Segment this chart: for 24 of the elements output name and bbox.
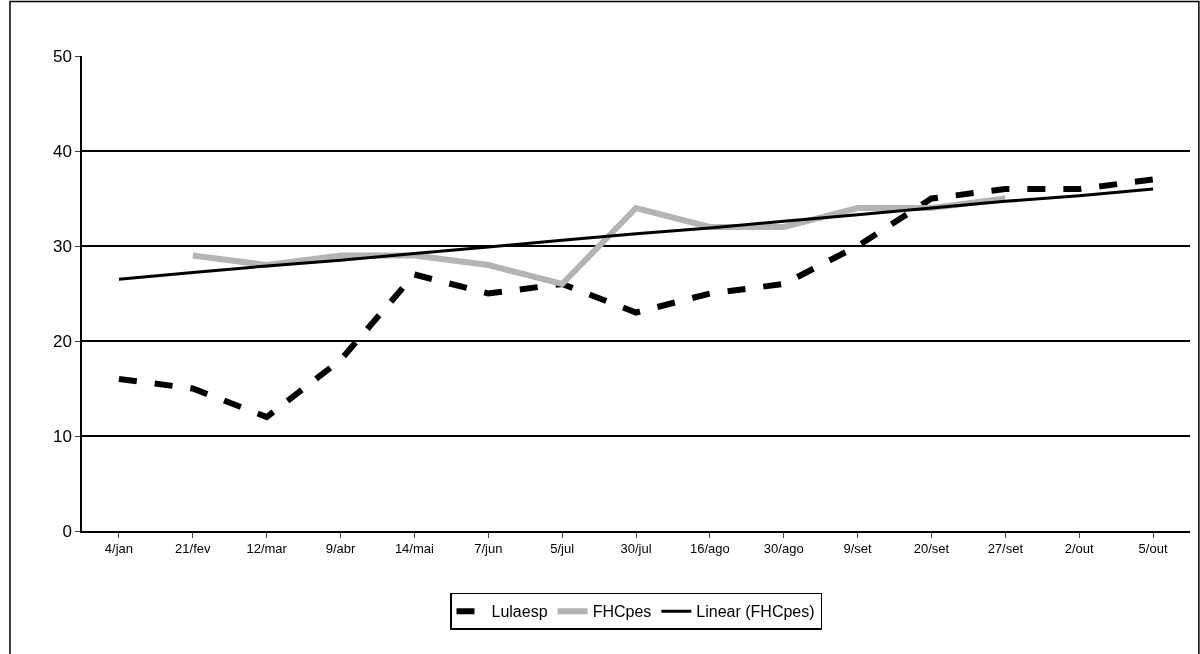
x-tick-label: 5/out — [1138, 541, 1168, 557]
legend-label: FHCpes — [592, 603, 652, 621]
x-tick-label: 7/jun — [474, 541, 503, 557]
x-tick-label: 14/mai — [394, 541, 435, 557]
x-tick-label: 4/jan — [104, 541, 134, 557]
x-tick-label: 20/set — [913, 541, 950, 557]
x-tick-label: 16/ago — [689, 541, 730, 557]
x-tick-label: 30/ago — [763, 541, 804, 557]
y-tick-label: 0 — [62, 521, 72, 541]
legend-label: Linear (FHCpes) — [696, 603, 815, 621]
x-tick-label: 5/jul — [550, 541, 575, 557]
x-tick-label: 30/jul — [620, 541, 652, 557]
legend-label: Lulaesp — [491, 603, 548, 621]
y-tick-label: 30 — [52, 236, 72, 256]
x-tick-label: 2/out — [1064, 541, 1095, 557]
y-tick-label: 50 — [52, 46, 72, 66]
y-tick-label: 10 — [52, 426, 72, 446]
x-tick-label: 27/set — [987, 541, 1024, 557]
x-tick-label: 12/mar — [246, 541, 288, 557]
x-tick-label: 9/set — [843, 541, 873, 557]
y-tick-label: 20 — [52, 331, 72, 351]
y-tick-label: 40 — [52, 141, 72, 161]
x-tick-label: 21/fev — [175, 541, 211, 557]
x-tick-label: 9/abr — [325, 541, 357, 557]
